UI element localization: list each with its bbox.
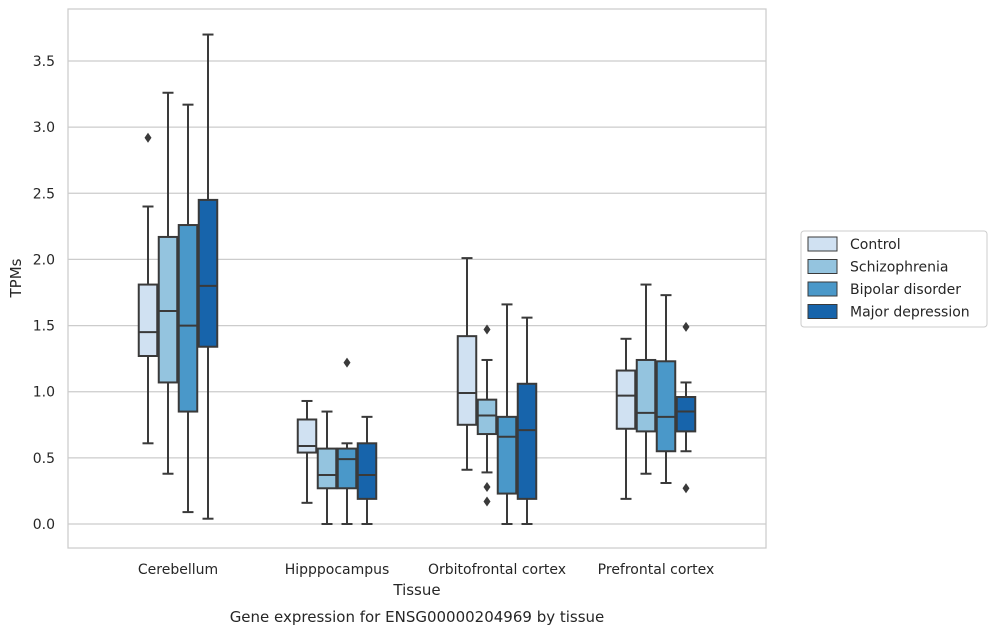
figure-caption: Gene expression for ENSG00000204969 by t… xyxy=(230,608,605,626)
legend-swatch xyxy=(807,259,838,274)
y-tick-label: 2.5 xyxy=(33,186,55,202)
outlier-point xyxy=(343,357,351,368)
y-tick-label: 1.0 xyxy=(33,385,55,401)
x-tick-label: Orbitofrontal cortex xyxy=(428,562,566,578)
y-tick-label: 1.5 xyxy=(33,319,55,335)
outlier-point xyxy=(144,132,152,143)
legend-label: Major depression xyxy=(850,305,970,321)
legend-frame xyxy=(800,230,988,328)
box-bipolar-disorder xyxy=(655,294,677,484)
box-body xyxy=(197,198,219,348)
box-schizophrenia xyxy=(316,410,338,525)
box-body xyxy=(476,398,498,436)
legend-label: Control xyxy=(850,237,901,253)
y-tick-label: 0.5 xyxy=(33,451,55,467)
y-tick-label: 3.5 xyxy=(33,54,55,70)
box-body xyxy=(177,224,199,413)
box-body xyxy=(635,358,657,433)
y-tick-labels: 0.0 0.5 1.0 1.5 2.0 2.5 3.0 3.5 xyxy=(33,54,55,533)
box-body xyxy=(655,360,677,453)
box-control xyxy=(137,132,159,445)
box-major-depression xyxy=(516,316,538,525)
box-body xyxy=(157,235,179,384)
box-bipolar-disorder xyxy=(177,103,199,514)
outlier-point xyxy=(682,483,690,494)
legend-label: Bipolar disorder xyxy=(850,282,961,298)
box-body xyxy=(356,442,378,500)
box-control xyxy=(615,337,637,500)
boxes xyxy=(137,33,697,525)
legend-swatch xyxy=(807,281,838,297)
y-tick-label: 3.0 xyxy=(33,120,55,136)
legend-swatch xyxy=(807,304,838,319)
y-tick-label: 2.0 xyxy=(33,252,55,268)
box-schizophrenia xyxy=(476,324,498,507)
box-schizophrenia xyxy=(635,283,657,475)
x-axis-label: Tissue xyxy=(392,581,440,599)
outlier-point xyxy=(483,481,491,492)
legend-label: Schizophrenia xyxy=(850,260,948,276)
x-tick-labels: Cerebellum Hipppocampus Orbitofrontal cort… xyxy=(138,562,714,578)
box-bipolar-disorder xyxy=(336,357,358,525)
plot-frame xyxy=(67,8,767,549)
box-body xyxy=(137,283,159,357)
y-tick-label: 0.0 xyxy=(33,517,55,533)
y-axis-label: TPMs xyxy=(7,258,25,298)
box-major-depression xyxy=(197,33,219,520)
box-control xyxy=(296,399,318,504)
x-tick-label: Hipppocampus xyxy=(285,562,390,578)
box-control xyxy=(456,257,478,471)
outlier-point xyxy=(483,324,491,335)
box-body xyxy=(336,447,358,490)
box-body xyxy=(456,335,478,426)
x-tick-label: Cerebellum xyxy=(138,562,218,578)
x-tick-label: Prefrontal cortex xyxy=(598,562,715,578)
legend: Control Schizophrenia Bipolar disorder Majo… xyxy=(800,230,988,328)
box-body xyxy=(296,418,318,454)
box-major-depression xyxy=(356,415,378,525)
legend-swatch xyxy=(807,236,838,252)
outlier-point xyxy=(682,321,690,332)
outlier-point xyxy=(483,496,491,507)
box-schizophrenia xyxy=(157,91,179,475)
box-body xyxy=(615,369,637,430)
box-body xyxy=(516,382,538,500)
box-body xyxy=(316,447,338,490)
box-bipolar-disorder xyxy=(496,303,518,525)
box-body xyxy=(496,415,518,495)
box-major-depression xyxy=(675,321,697,494)
box-body xyxy=(675,396,697,433)
